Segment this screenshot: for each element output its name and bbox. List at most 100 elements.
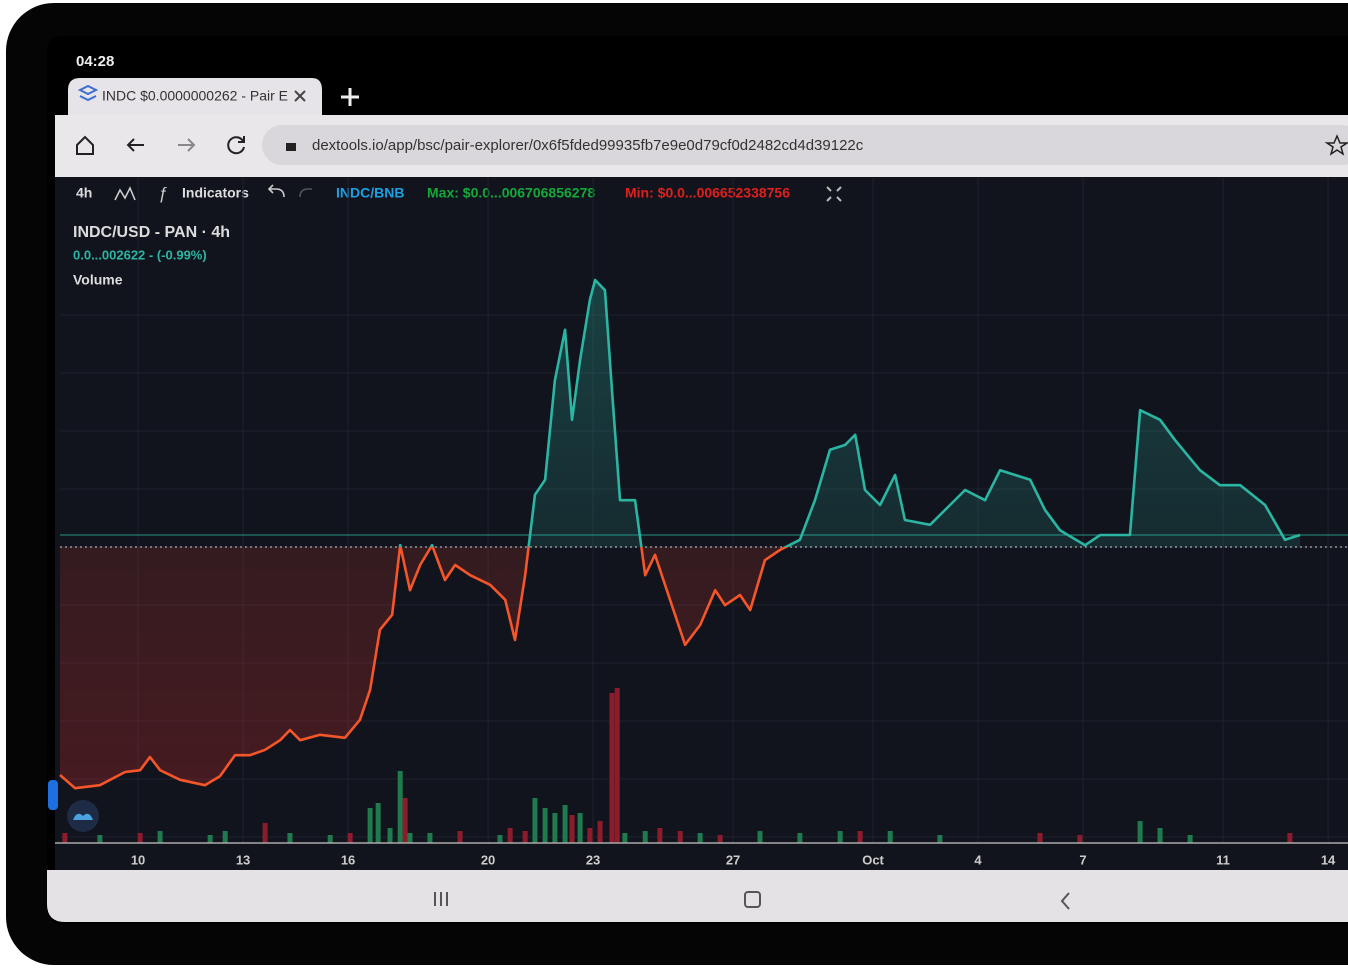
volume-bar [375, 803, 381, 843]
price-line-up [398, 278, 1301, 547]
pair-button[interactable]: INDC/BNB [336, 185, 404, 201]
volume-bar [522, 831, 528, 843]
volume-bar [1137, 821, 1143, 843]
volume-bar [1037, 833, 1043, 843]
reload-button[interactable] [227, 136, 245, 155]
x-tick-label: 4 [974, 852, 982, 867]
price-line-down [59, 547, 789, 790]
volume-bar [857, 831, 863, 843]
nav-bar [47, 870, 1348, 922]
volume-bar [1287, 833, 1293, 843]
fx-icon: ƒ [158, 183, 167, 202]
x-tick-label: 23 [586, 852, 600, 867]
x-tick-label: 10 [131, 852, 145, 867]
fullscreen-button[interactable] [826, 186, 842, 202]
volume-bar [427, 833, 433, 843]
volume-bar [552, 813, 558, 843]
max-price: Max: $0.0...006706856278 [427, 185, 595, 201]
volume-bar [757, 831, 763, 843]
volume-bar [562, 805, 568, 843]
tab[interactable] [68, 78, 322, 115]
plot [59, 178, 1348, 843]
volume-bar [347, 833, 353, 843]
volume-bar [697, 833, 703, 843]
volume-bar [497, 835, 503, 843]
chart-type-button[interactable] [114, 186, 136, 201]
volume-bar [62, 833, 68, 843]
legend-change: 0.0...002622 - (-0.99%) [73, 247, 207, 262]
volume-bar [614, 688, 620, 843]
volume-bar [597, 821, 603, 843]
back-button[interactable] [126, 138, 144, 152]
volume-bar [367, 808, 373, 843]
volume-bar [887, 831, 893, 843]
volume-bar [587, 828, 593, 843]
volume-bar [1077, 835, 1083, 843]
home-button[interactable] [76, 135, 94, 155]
volume-bar [507, 828, 513, 843]
volume-bar [609, 693, 615, 843]
min-price: Min: $0.0...006652338756 [625, 185, 790, 201]
volume-bar [137, 833, 143, 843]
volume-bar [677, 831, 683, 843]
area-down [60, 547, 1301, 789]
volume-bar [837, 831, 843, 843]
x-tick-label: 27 [726, 852, 740, 867]
x-tick-label: 11 [1216, 852, 1230, 867]
volume-bar [407, 833, 413, 843]
volume-bar [262, 823, 268, 843]
url-field[interactable] [262, 125, 1348, 165]
recents-button[interactable] [434, 892, 448, 906]
dextools-icon [73, 813, 93, 820]
volume-bar [387, 828, 393, 843]
x-tick-label: Oct [862, 852, 884, 867]
volume-bar [397, 771, 403, 843]
volume-bar [717, 835, 723, 843]
side-handle[interactable] [48, 780, 58, 810]
x-tick-label: 13 [236, 852, 250, 867]
volume-bar [222, 831, 228, 843]
volume-bar [542, 808, 548, 843]
x-tick-label: 7 [1079, 852, 1086, 867]
tab-close[interactable] [294, 90, 306, 102]
url-text: dextools.io/app/bsc/pair-explorer/0x6f5f… [312, 137, 864, 154]
interval-button[interactable]: 4h [76, 185, 92, 201]
back-nav-button[interactable] [1060, 892, 1070, 910]
tab-favicon [77, 84, 99, 102]
redo-button[interactable] [299, 188, 312, 198]
status-time: 04:28 [76, 53, 114, 70]
volume-bar [569, 815, 575, 843]
legend-volume: Volume [73, 272, 123, 288]
volume-bar [937, 835, 943, 843]
x-tick-label: 16 [341, 852, 355, 867]
x-axis: 10 13 16 20 23 27 Oct 4 7 11 14 [55, 842, 1348, 867]
tab-title: INDC $0.0000000262 - Pair E [102, 88, 288, 104]
volume-bar [327, 835, 333, 843]
forward-button[interactable] [178, 138, 196, 152]
volume-bar [577, 813, 583, 843]
undo-button[interactable] [267, 184, 285, 198]
bookmark-star[interactable] [1324, 134, 1348, 156]
volume-bar [797, 833, 803, 843]
volume-bar [457, 831, 463, 843]
indicators-button[interactable]: Indicators [182, 185, 249, 201]
volume-bar [622, 833, 628, 843]
area-up [60, 280, 1301, 547]
volume-bar [287, 833, 293, 843]
volume-bar [97, 835, 103, 843]
volume-bar [1187, 835, 1193, 843]
volume-bar [1157, 828, 1163, 843]
x-tick-label: 20 [481, 852, 495, 867]
volume-bar [402, 798, 408, 843]
volume-bar [642, 831, 648, 843]
new-tab[interactable] [341, 88, 359, 106]
volume-bar [657, 828, 663, 843]
volume-bar [157, 831, 163, 843]
home-nav-button[interactable] [744, 891, 761, 908]
volume-bar [532, 798, 538, 843]
volume-bar [207, 835, 213, 843]
x-tick-label: 14 [1321, 852, 1336, 867]
